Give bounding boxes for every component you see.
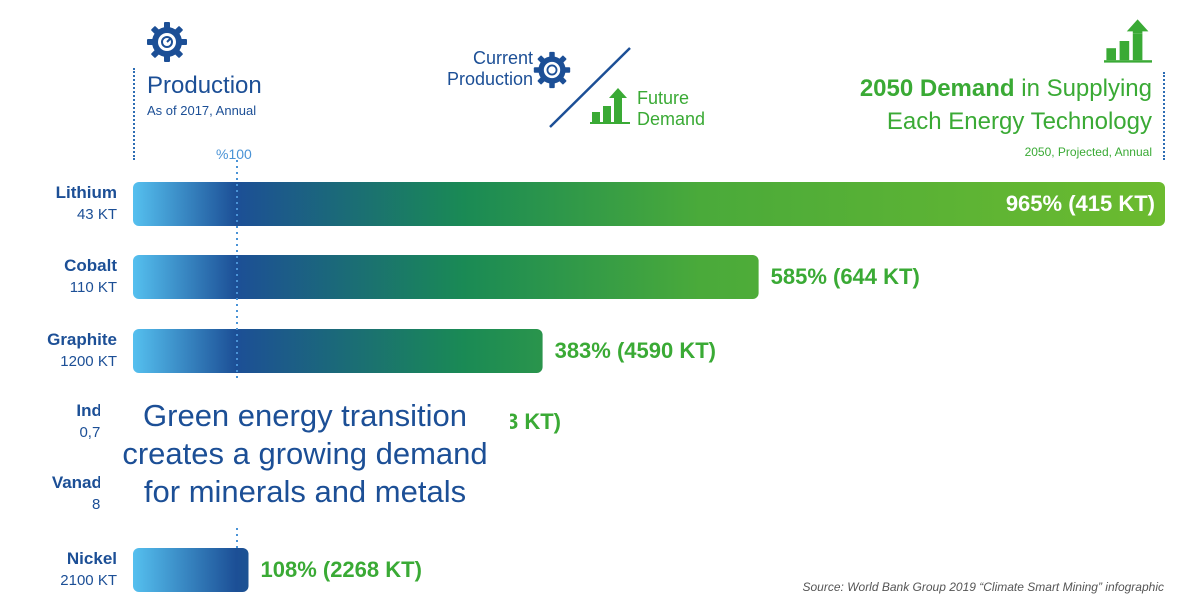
row-production-0: 43 KT (76, 206, 117, 223)
value-label-lithium: 965% (415 KT) (1005, 191, 1155, 216)
source-note: Source: World Bank Group 2019 “Climate S… (802, 580, 1165, 594)
demand-title: 2050 Demand in Supplying Each Energy Tec… (860, 72, 1152, 138)
production-subtitle: As of 2017, Annual (147, 103, 257, 118)
value-label-indium-partial: 3 KT) (506, 409, 561, 434)
row-name-1: Cobalt (64, 256, 117, 275)
legend-current-line1: Current (472, 48, 533, 68)
bar-graphite (133, 329, 543, 373)
demand-title-rest: in Supplying (1014, 75, 1152, 102)
production-title: Production (147, 72, 262, 99)
production-guide-line (133, 68, 135, 160)
legend-current-line2: Production (446, 69, 533, 89)
caption-line-2: creates a growing demand (122, 436, 488, 471)
rising-bars-arrow-icon (590, 88, 630, 124)
legend-divider (549, 47, 631, 128)
legend-future-line1: Future (637, 88, 690, 108)
row-production-1: 110 KT (69, 279, 117, 296)
bar-lithium (133, 182, 1165, 226)
demand-subtitle: 2050, Projected, Annual (1024, 145, 1152, 159)
demand-title-line2: Each Energy Technology (886, 108, 1152, 135)
reference-percent-label: %100 (216, 146, 252, 162)
value-label-graphite: 383% (4590 KT) (554, 338, 716, 363)
rising-bars-arrow-icon (1104, 19, 1152, 63)
row-name-2: Graphite (47, 330, 117, 349)
row-name-5: Nickel (66, 549, 117, 568)
gear-icon (533, 51, 571, 89)
row-name-0: Lithium (55, 183, 117, 202)
legend-future-line2: Demand (637, 109, 706, 129)
bar-cobalt (133, 255, 759, 299)
value-label-cobalt: 585% (644 KT) (770, 264, 920, 289)
row-production-5: 2100 KT (60, 572, 117, 589)
caption-backdrop (100, 392, 510, 522)
legend-future-demand: Future Demand (637, 88, 705, 130)
caption-line-3: for minerals and metals (143, 474, 467, 509)
gear-icon (147, 22, 187, 62)
demand-title-bold: 2050 Demand (859, 75, 1015, 102)
bar-nickel (133, 548, 249, 592)
row-production-2: 1200 KT (60, 353, 117, 370)
caption-text: Green energy transition creates a growin… (100, 397, 510, 511)
caption-line-1: Green energy transition (143, 398, 467, 433)
legend-current-production: Current Production (433, 48, 533, 90)
demand-guide-line (1163, 72, 1165, 160)
value-label-nickel: 108% (2268 KT) (260, 557, 422, 582)
